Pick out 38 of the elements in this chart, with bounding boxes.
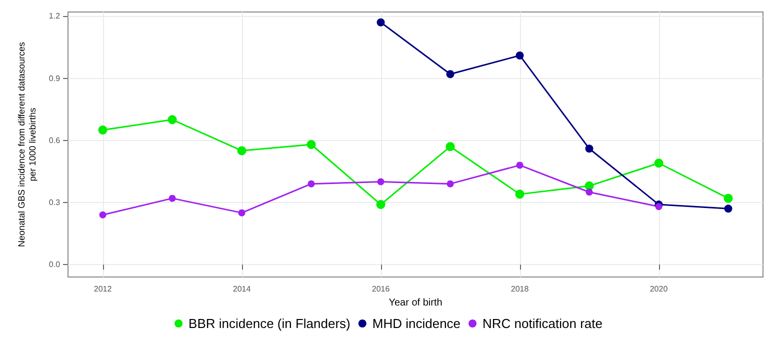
- point: [586, 188, 593, 196]
- point: [376, 200, 386, 210]
- y-tick-label: 1.2: [48, 12, 61, 21]
- point: [377, 178, 384, 186]
- legend-label: MHD incidence: [372, 316, 461, 331]
- point: [446, 180, 454, 188]
- y-axis-title: Neonatal GBS incidence from different datasources per 1000 livebirths: [16, 42, 38, 247]
- point: [515, 190, 524, 199]
- y-tick-label: 0.9: [48, 74, 61, 83]
- point: [306, 140, 316, 149]
- x-tick-label: 2016: [372, 284, 390, 294]
- x-tick-label: 2012: [94, 284, 112, 294]
- y-tick-label: 0.0: [48, 260, 61, 270]
- x-axis-title: Year of birth: [388, 297, 442, 308]
- point: [168, 194, 176, 202]
- x-tick-label: 2018: [510, 284, 530, 294]
- point: [516, 51, 524, 60]
- point: [585, 144, 594, 153]
- point: [654, 158, 664, 168]
- legend-label: BBR incidence (in Flanders): [188, 316, 350, 331]
- point: [308, 180, 315, 188]
- point: [724, 204, 732, 213]
- y-tick-label: 0.6: [48, 136, 61, 145]
- point: [724, 194, 733, 203]
- point: [168, 115, 177, 124]
- point: [655, 203, 662, 210]
- point: [98, 126, 108, 135]
- legend-label: NRC notification rate: [482, 316, 602, 331]
- point: [238, 209, 246, 216]
- x-tick-label: 2014: [232, 284, 252, 294]
- point: [446, 142, 455, 152]
- x-tick-label: 2020: [650, 284, 668, 294]
- point: [446, 70, 454, 78]
- point: [516, 162, 524, 169]
- point: [99, 211, 106, 218]
- point: [376, 18, 385, 26]
- y-tick-label: 0.3: [48, 198, 61, 207]
- point: [237, 146, 246, 156]
